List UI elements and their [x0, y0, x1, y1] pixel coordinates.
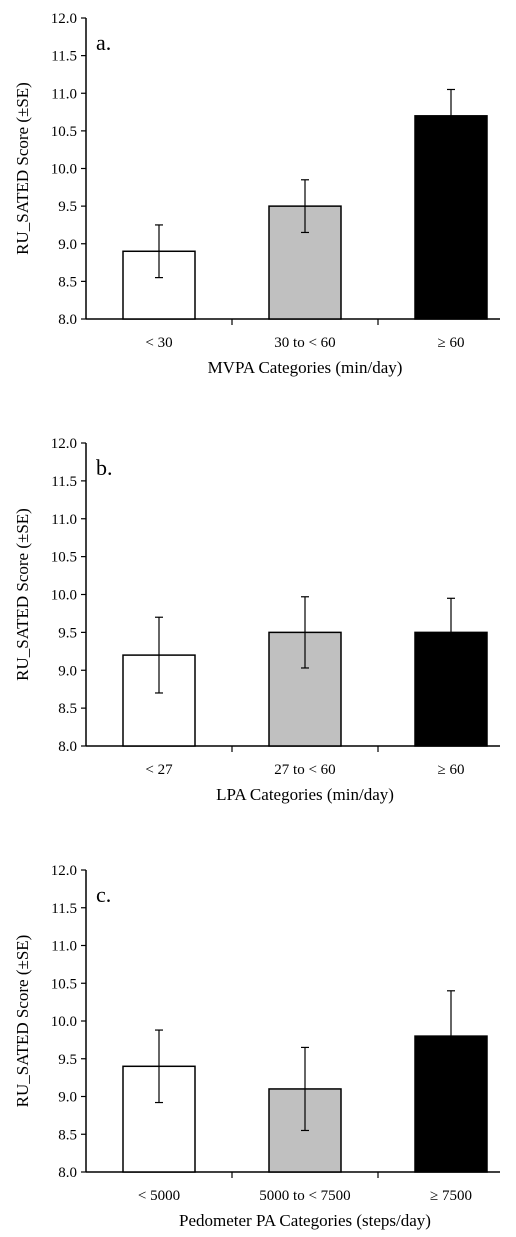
y-axis-title: RU_SATED Score (±SE) — [13, 935, 32, 1108]
y-tick-label: 8.0 — [58, 1165, 77, 1181]
y-axis-title: RU_SATED Score (±SE) — [13, 508, 32, 681]
y-tick-label: 12.0 — [51, 863, 77, 879]
y-tick-label: 8.5 — [58, 701, 77, 717]
y-tick-label: 12.0 — [51, 436, 77, 452]
bar — [122, 250, 196, 320]
x-category-label: ≥ 7500 — [430, 1188, 472, 1204]
chart-panel-3: 8.0 8.5 9.0 9.5 10.0 10.5 11.0 11.5 12.0 < 5000 50… — [13, 863, 500, 1230]
y-tick-label: 10.5 — [51, 550, 77, 566]
y-tick-label: 8.0 — [58, 312, 77, 328]
y-axis-title: RU_SATED Score (±SE) — [13, 82, 32, 255]
y-tick-label: 11.0 — [51, 512, 77, 528]
x-category-label: < 30 — [145, 335, 172, 351]
y-tick-label: 11.5 — [51, 49, 77, 65]
y-tick-label: 11.5 — [51, 474, 77, 490]
y-tick-label: 12.0 — [51, 11, 77, 27]
panel-label: b. — [96, 455, 113, 480]
y-tick-label: 10.5 — [51, 124, 77, 140]
y-tick-label: 10.5 — [51, 976, 77, 992]
y-tick-label: 8.0 — [58, 739, 77, 755]
y-tick-label: 10.0 — [51, 1014, 77, 1030]
y-tick-label: 8.5 — [58, 274, 77, 290]
bar — [414, 115, 488, 320]
y-tick-label: 8.5 — [58, 1127, 77, 1143]
x-category-label: 30 to < 60 — [274, 335, 335, 351]
x-axis-title: MVPA Categories (min/day) — [208, 358, 403, 377]
y-tick-label: 11.5 — [51, 901, 77, 917]
x-category-label: < 27 — [145, 762, 173, 778]
x-axis-title: Pedometer PA Categories (steps/day) — [179, 1211, 431, 1230]
y-tick-label: 9.5 — [58, 1052, 77, 1068]
y-tick-label: 10.0 — [51, 162, 77, 178]
x-axis-title: LPA Categories (min/day) — [216, 785, 394, 804]
y-tick-label: 10.0 — [51, 588, 77, 604]
x-category-label: 27 to < 60 — [274, 762, 335, 778]
x-category-label: ≥ 60 — [438, 762, 465, 778]
y-tick-label: 9.5 — [58, 625, 77, 641]
x-category-label: 5000 to < 7500 — [259, 1188, 350, 1204]
x-category-label: ≥ 60 — [438, 335, 465, 351]
y-tick-label: 9.0 — [58, 663, 77, 679]
chart-panel-1: 8.0 8.5 9.0 9.5 10.0 10.5 11.0 11.5 12.0 < 30 30 t… — [13, 11, 500, 377]
y-tick-label: 9.5 — [58, 199, 77, 215]
chart-panel-2: 8.0 8.5 9.0 9.5 10.0 10.5 11.0 11.5 12.0 < 27 27 t… — [13, 436, 500, 804]
y-tick-label: 9.0 — [58, 237, 77, 253]
y-tick-label: 11.0 — [51, 86, 77, 102]
y-tick-label: 11.0 — [51, 939, 77, 955]
panel-label: a. — [96, 30, 111, 55]
x-category-label: < 5000 — [138, 1188, 180, 1204]
y-tick-label: 9.0 — [58, 1090, 77, 1106]
panel-label: c. — [96, 882, 111, 907]
